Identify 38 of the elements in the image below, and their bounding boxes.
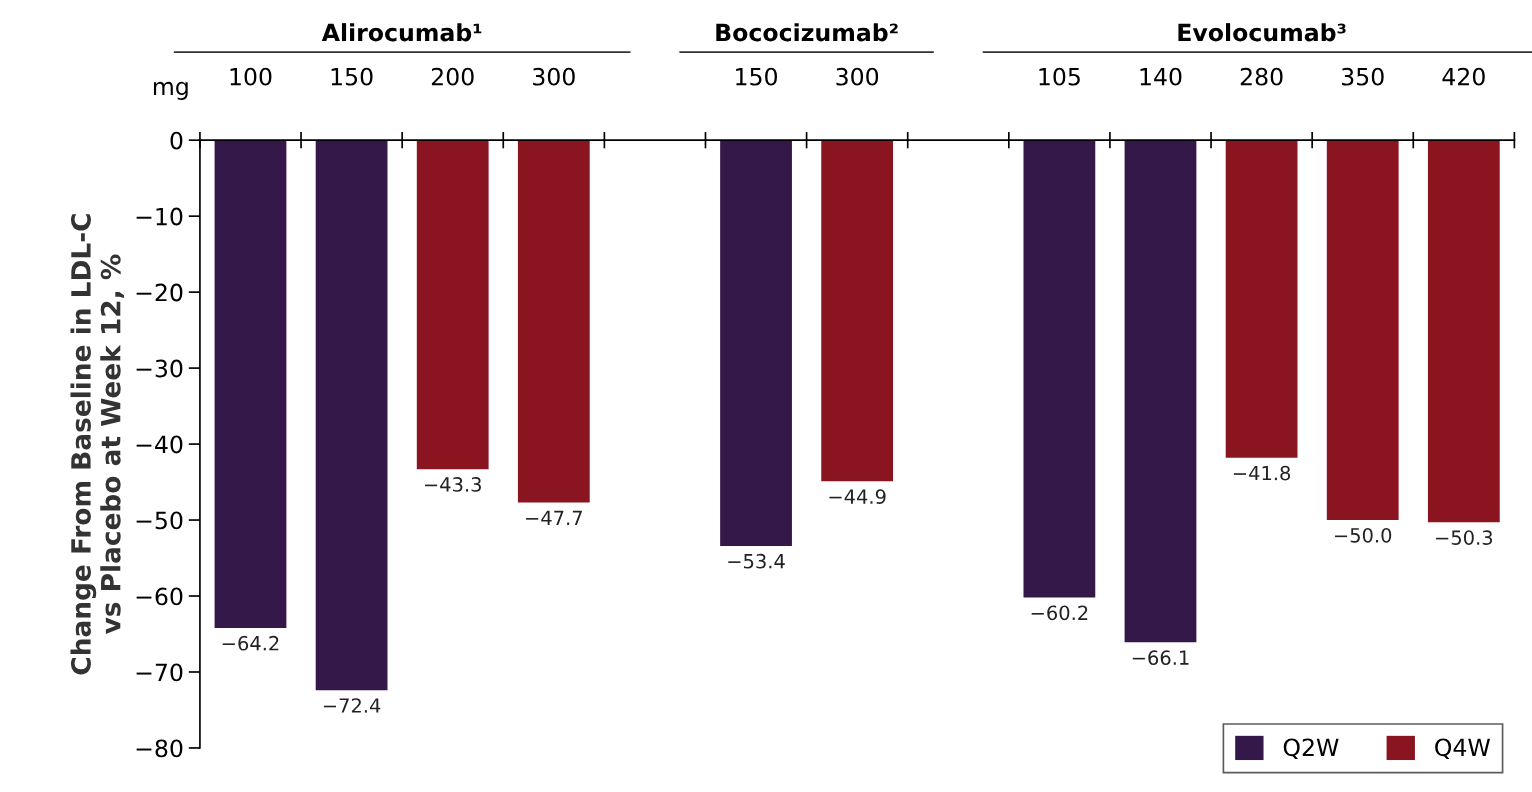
legend-label: Q4W bbox=[1435, 738, 1490, 759]
y-tick-label: −70 bbox=[136, 663, 183, 682]
data-label: −47.7 bbox=[526, 510, 582, 525]
y-tick-label: −50 bbox=[136, 511, 183, 530]
x-tick-label: 280 bbox=[1240, 67, 1283, 86]
data-label: −50.0 bbox=[1334, 527, 1392, 543]
x-tick-label: 150 bbox=[331, 67, 373, 86]
x-tick-label: 100 bbox=[230, 67, 272, 86]
x-tick-label: 420 bbox=[1442, 67, 1485, 86]
data-label: −53.4 bbox=[728, 553, 785, 569]
y-tick-label: −30 bbox=[136, 359, 183, 378]
y-tick-label: −80 bbox=[136, 739, 183, 758]
data-label: −64.2 bbox=[222, 635, 279, 651]
y-axis-title: Change From Baseline in LDL-C vs Placebo at Week 12, % bbox=[70, 214, 125, 675]
text: Evolocumab³ bbox=[1178, 23, 1346, 42]
x-tick-label: 105 bbox=[1039, 67, 1080, 86]
x-tick-label: 300 bbox=[836, 67, 879, 86]
data-label: −43.3 bbox=[424, 477, 481, 492]
data-label: −66.1 bbox=[1132, 650, 1189, 666]
y-tick-label: −20 bbox=[136, 283, 183, 302]
text: mg bbox=[153, 81, 188, 100]
x-tick-label: 350 bbox=[1341, 67, 1384, 86]
text: Bococizumab² bbox=[716, 23, 898, 42]
x-tick-label: 300 bbox=[533, 67, 575, 86]
data-label: −60.2 bbox=[1031, 605, 1088, 621]
y-tick-label: −40 bbox=[136, 435, 183, 454]
y-tick-label: −60 bbox=[136, 587, 183, 606]
data-label: −44.9 bbox=[829, 489, 886, 504]
text: Alirocumab¹ bbox=[321, 23, 482, 42]
data-label: −72.4 bbox=[323, 698, 381, 713]
x-tick-label: 150 bbox=[736, 67, 778, 86]
legend-label: Q2W bbox=[1283, 738, 1339, 759]
x-tick-label: 200 bbox=[431, 67, 474, 86]
y-tick-label: −10 bbox=[136, 207, 183, 226]
x-tick-label: 140 bbox=[1140, 67, 1182, 86]
data-label: −50.3 bbox=[1436, 530, 1493, 545]
y-tick-label: 0 bbox=[170, 131, 183, 150]
data-label: −41.8 bbox=[1233, 465, 1291, 481]
